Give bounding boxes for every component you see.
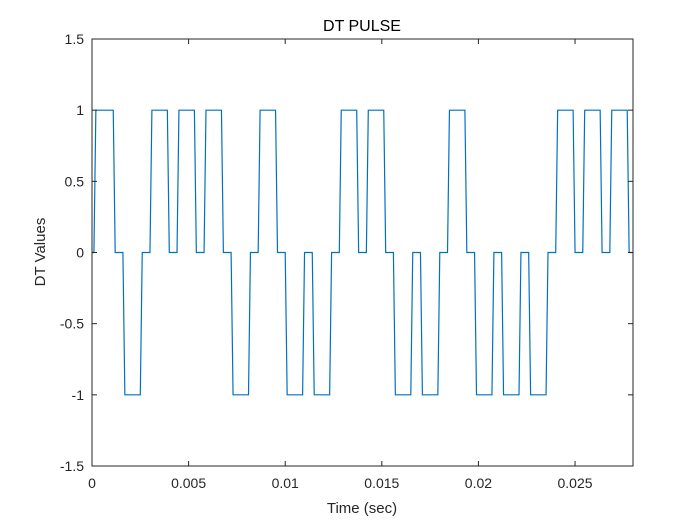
y-tick-label: 0.5 <box>65 173 85 189</box>
x-tick-label: 0.005 <box>171 475 206 491</box>
series-layer <box>92 109 633 396</box>
y-axis-label: DT Values <box>32 218 49 287</box>
y-tick-label: 1.5 <box>65 31 85 47</box>
series-line-0 <box>92 109 633 396</box>
x-axis-label: Time (sec) <box>327 500 397 517</box>
y-tick-label: 0 <box>76 245 84 261</box>
y-tick-label: -0.5 <box>60 316 84 332</box>
chart-title: DT PULSE <box>323 18 401 35</box>
x-axis: 0 0.005 0.01 0.015 0.02 0.025 <box>88 39 593 491</box>
x-tick-label: 0.025 <box>558 475 593 491</box>
y-tick-label: -1 <box>72 387 85 403</box>
x-tick-label: 0 <box>88 475 96 491</box>
x-tick-label: 0.02 <box>465 475 492 491</box>
y-axis: -1.5 -1 -0.5 0 0.5 1 1.5 <box>60 31 633 474</box>
y-tick-label: -1.5 <box>60 458 84 474</box>
y-tick-label: 1 <box>76 102 84 118</box>
x-tick-label: 0.01 <box>272 475 299 491</box>
x-tick-label: 0.015 <box>364 475 399 491</box>
